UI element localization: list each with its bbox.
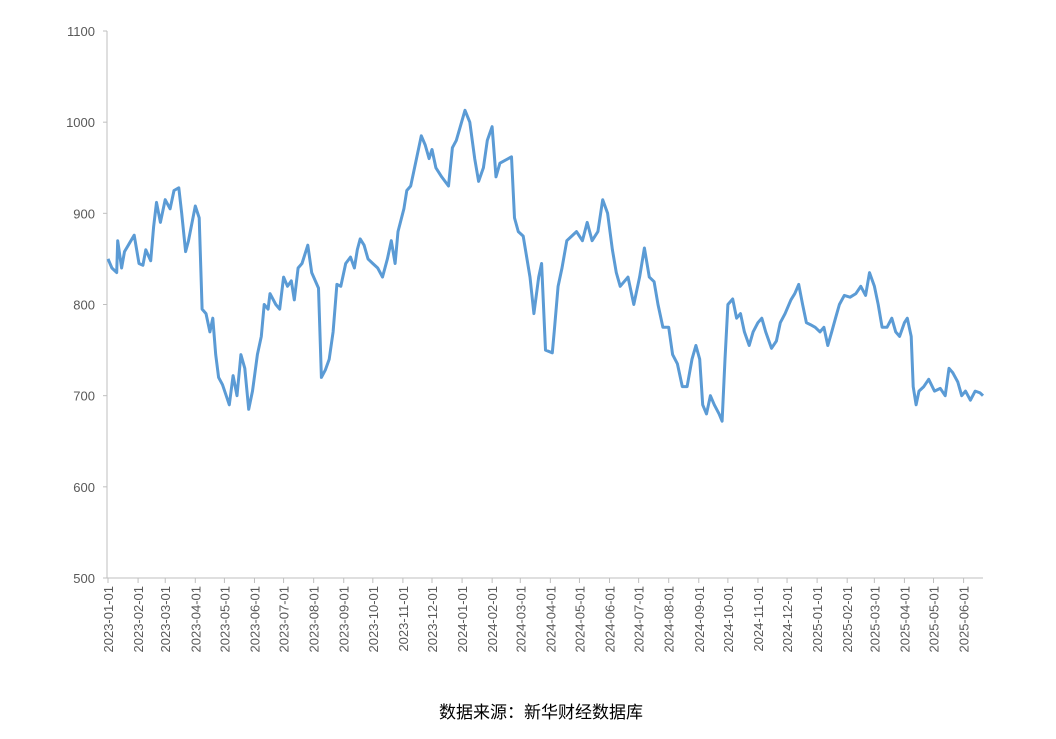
y-tick-label: 500 [73,571,95,586]
x-tick-label: 2024-04-01 [543,586,558,653]
x-tick-label: 2024-07-01 [632,586,647,653]
x-tick-label: 2023-07-01 [277,586,292,653]
x-tick-label: 2025-04-01 [897,586,912,653]
x-tick-label: 2023-04-01 [188,586,203,653]
y-tick-label: 1100 [67,24,95,39]
x-tick-label: 2023-09-01 [337,586,352,653]
y-tick-label: 700 [73,389,95,404]
price-line [106,108,985,423]
x-tick-label: 2024-09-01 [692,586,707,653]
x-tick-label: 2024-12-01 [780,586,795,653]
y-tick-label: 800 [73,298,95,313]
x-tick-label: 2024-02-01 [485,586,500,653]
x-tick-label: 2024-01-01 [455,586,470,653]
y-tick-label: 1000 [66,115,95,130]
x-tick-label: 2023-01-01 [101,586,116,653]
x-tick-label: 2024-06-01 [603,586,618,653]
x-tick-label: 2023-11-01 [396,586,411,652]
x-tick-label: 2024-08-01 [662,586,677,653]
x-tick-label: 2024-03-01 [513,586,528,653]
y-tick-label: 600 [73,480,95,495]
x-tick-label: 2023-05-01 [217,586,232,653]
x-tick-label: 2025-06-01 [957,586,972,653]
x-tick-label: 2023-08-01 [307,586,322,653]
x-tick-label: 2023-02-01 [131,586,146,653]
x-tick-label: 2023-12-01 [425,586,440,653]
x-tick-label: 2025-01-01 [810,586,825,653]
x-tick-label: 2024-10-01 [721,586,736,653]
y-tick-label: 900 [73,206,95,221]
x-tick-label: 2023-03-01 [158,586,173,653]
x-tick-label: 2023-10-01 [366,586,381,653]
source-note: 数据来源：新华财经数据库 [439,703,643,722]
x-tick-label: 2025-05-01 [927,586,942,653]
x-tick-label: 2024-05-01 [572,586,587,653]
x-tick-label: 2023-06-01 [247,586,262,653]
x-tick-label: 2025-02-01 [840,586,855,653]
x-tick-label: 2025-03-01 [867,586,882,653]
x-tick-label: 2024-11-01 [751,586,766,652]
